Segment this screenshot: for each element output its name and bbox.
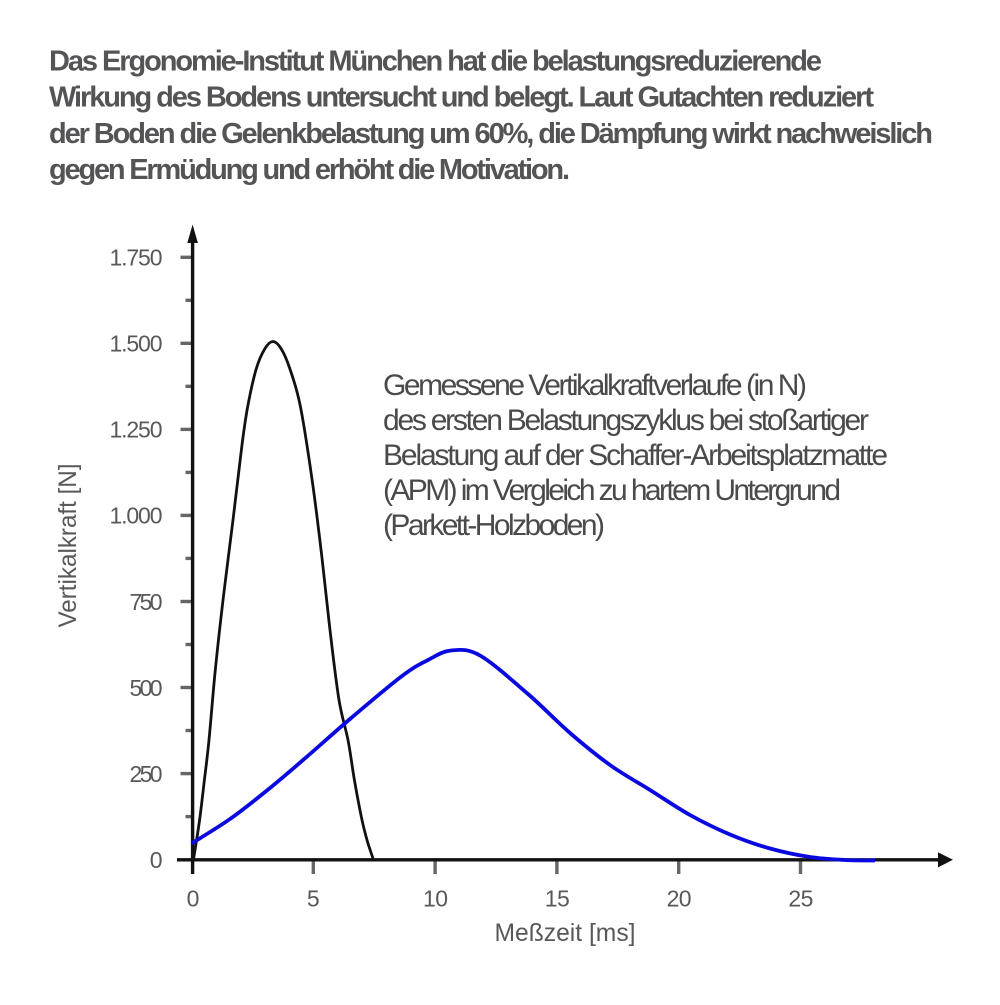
svg-text:25: 25 bbox=[788, 886, 813, 912]
svg-text:des ersten Belastungszyklus be: des ersten Belastungszyklus bei stoßarti… bbox=[383, 404, 869, 437]
svg-text:1.250: 1.250 bbox=[110, 417, 163, 443]
svg-text:gegen Ermüdung und erhöht die: gegen Ermüdung und erhöht die Motivation… bbox=[49, 154, 570, 186]
svg-text:Vertikalkraft [N]: Vertikalkraft [N] bbox=[54, 464, 82, 628]
svg-text:0: 0 bbox=[187, 886, 200, 912]
svg-text:10: 10 bbox=[423, 886, 448, 912]
svg-text:0: 0 bbox=[150, 847, 163, 873]
svg-text:der Boden die Gelenkbelastung: der Boden die Gelenkbelastung um 60%, di… bbox=[49, 118, 933, 150]
svg-text:1.500: 1.500 bbox=[110, 331, 163, 357]
svg-text:20: 20 bbox=[667, 886, 692, 912]
svg-text:Das Ergonomie-Institut München: Das Ergonomie-Institut München hat die b… bbox=[49, 46, 822, 78]
svg-text:1.000: 1.000 bbox=[110, 503, 163, 529]
svg-text:1.750: 1.750 bbox=[110, 245, 163, 271]
svg-text:500: 500 bbox=[130, 675, 163, 701]
svg-text:(Parkett-Holzboden): (Parkett-Holzboden) bbox=[383, 509, 605, 542]
svg-text:(APM) im Vergleich zu hartem U: (APM) im Vergleich zu hartem Untergrund bbox=[383, 474, 841, 507]
svg-text:Belastung auf der Schaffer-Arb: Belastung auf der Schaffer-Arbeitsplatzm… bbox=[383, 439, 888, 472]
svg-text:Wirkung des Bodens untersucht: Wirkung des Bodens untersucht und belegt… bbox=[49, 82, 874, 114]
svg-text:5: 5 bbox=[307, 886, 320, 912]
svg-text:Gemessene Vertikalkraftverlauf: Gemessene Vertikalkraftverlaufe (in N) bbox=[383, 369, 807, 402]
svg-text:750: 750 bbox=[130, 589, 163, 615]
svg-text:250: 250 bbox=[130, 761, 163, 787]
svg-text:15: 15 bbox=[545, 886, 570, 912]
svg-text:Meßzeit [ms]: Meßzeit [ms] bbox=[495, 919, 636, 947]
